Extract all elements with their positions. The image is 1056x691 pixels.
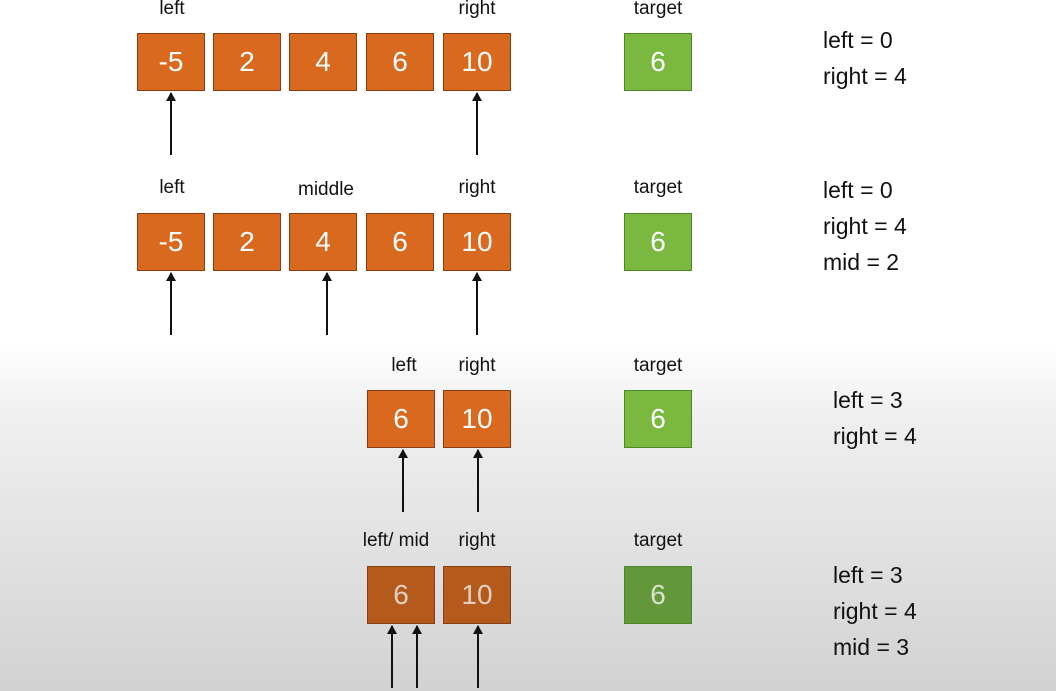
array-cell: 10	[443, 390, 511, 448]
state-line: left = 3	[833, 562, 903, 588]
state-line: mid = 2	[823, 249, 900, 275]
step-1: left right target -5 2 4 6 10 6 left = 0…	[0, 0, 1056, 180]
state-line: left = 3	[833, 387, 903, 413]
middle-pointer-label: middle	[298, 179, 354, 200]
left-pointer-arrow	[166, 272, 176, 335]
target-label: target	[633, 0, 683, 19]
left-pointer-label: left	[159, 177, 185, 198]
state-readout: left = 3 right = 4	[833, 382, 917, 454]
state-readout: left = 0 right = 4	[823, 22, 907, 94]
array-cell: 6	[366, 33, 434, 91]
array-cell: 6	[367, 566, 435, 624]
state-readout: left = 3 right = 4 mid = 3	[833, 557, 917, 665]
array-cell: -5	[137, 213, 205, 271]
target-box: 6	[624, 213, 692, 271]
target-box: 6	[624, 566, 692, 624]
array-cell: 2	[213, 33, 281, 91]
left-pointer-label: left	[391, 355, 417, 376]
middle-pointer-arrow	[322, 272, 332, 335]
right-pointer-arrow	[473, 625, 483, 688]
target-label: target	[633, 530, 683, 551]
right-pointer-arrow	[472, 92, 482, 155]
state-line: left = 0	[823, 27, 893, 53]
left-pointer-label: left	[159, 0, 185, 19]
right-pointer-arrow	[472, 272, 482, 335]
state-line: right = 4	[823, 213, 907, 239]
mid-pointer-arrow	[412, 625, 422, 688]
left-mid-pointer-label: left/ mid	[362, 530, 430, 551]
array-cell: 2	[213, 213, 281, 271]
array-cell: 10	[443, 566, 511, 624]
left-pointer-arrow	[166, 92, 176, 155]
state-line: right = 4	[823, 63, 907, 89]
state-line: right = 4	[833, 598, 917, 624]
state-line: mid = 3	[833, 634, 910, 660]
step-2: left middle right target -5 2 4 6 10 6 l…	[0, 0, 1056, 335]
target-label: target	[633, 177, 683, 198]
target-box: 6	[624, 390, 692, 448]
array-cell: 4	[289, 33, 357, 91]
array-cell: 4	[289, 213, 357, 271]
array-cell: 10	[443, 213, 511, 271]
target-box: 6	[624, 33, 692, 91]
target-label: target	[633, 355, 683, 376]
array-cell: 10	[443, 33, 511, 91]
right-pointer-label: right	[458, 0, 496, 19]
array-cell: 6	[366, 213, 434, 271]
right-pointer-label: right	[458, 355, 496, 376]
state-line: right = 4	[833, 423, 917, 449]
left-pointer-arrow	[398, 449, 408, 512]
array-cell: 6	[367, 390, 435, 448]
right-pointer-label: right	[458, 177, 496, 198]
array-cell: -5	[137, 33, 205, 91]
step-3: left right target 6 10 6 left = 3 right …	[0, 0, 1056, 512]
right-pointer-arrow	[473, 449, 483, 512]
right-pointer-label: right	[458, 530, 496, 551]
state-line: left = 0	[823, 177, 893, 203]
state-readout: left = 0 right = 4 mid = 2	[823, 172, 907, 280]
left-pointer-arrow	[387, 625, 397, 688]
